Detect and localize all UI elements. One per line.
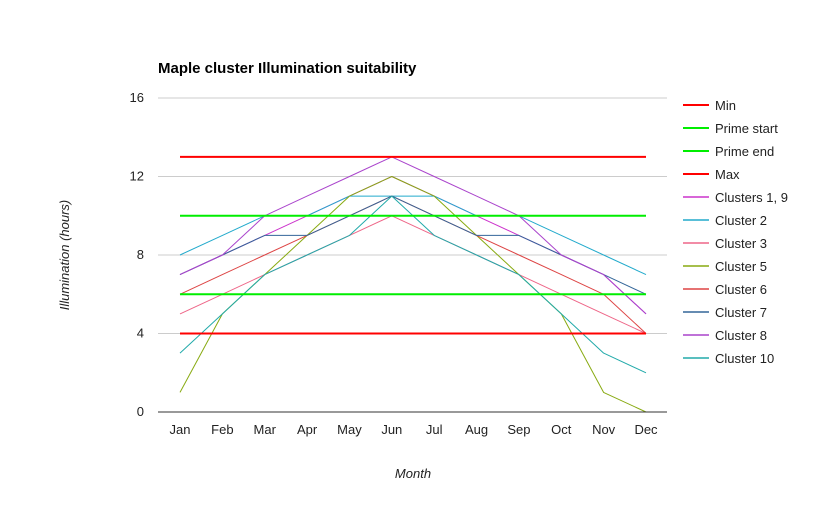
- legend-label: Min: [715, 98, 736, 113]
- legend-label: Cluster 3: [715, 236, 767, 251]
- series-line-clusters-1-9: [179, 176, 647, 315]
- x-tick-label: Apr: [297, 422, 318, 437]
- y-tick-label: 16: [130, 90, 144, 105]
- x-axis-ticks: Jan Feb Mar Apr May Jun Jul Aug Sep Oct Nov Dec: [170, 422, 659, 437]
- legend: Min Prime start Prime end Max Clusters 1, 9 C…: [683, 98, 788, 366]
- series-line-cluster-2: [179, 195, 647, 276]
- legend-label: Cluster 2: [715, 213, 767, 228]
- x-tick-label: Sep: [507, 422, 530, 437]
- series-line-cluster-3: [179, 215, 647, 334]
- legend-item: Cluster 2: [683, 213, 767, 228]
- y-tick-label: 4: [137, 326, 144, 341]
- x-tick-label: Feb: [211, 422, 233, 437]
- legend-item: Min: [683, 98, 736, 113]
- legend-item: Max: [683, 167, 740, 182]
- x-tick-label: May: [337, 422, 362, 437]
- y-tick-label: 12: [130, 169, 144, 184]
- x-tick-label: Jul: [426, 422, 443, 437]
- legend-label: Prime start: [715, 121, 778, 136]
- x-tick-label: Jun: [381, 422, 402, 437]
- legend-label: Max: [715, 167, 740, 182]
- legend-label: Cluster 5: [715, 259, 767, 274]
- series-line-cluster-7: [179, 195, 647, 295]
- x-tick-label: Mar: [254, 422, 277, 437]
- series-lines: [179, 155, 647, 413]
- legend-label: Prime end: [715, 144, 774, 159]
- legend-label: Clusters 1, 9: [715, 190, 788, 205]
- y-tick-label: 8: [137, 247, 144, 262]
- x-tick-label: Dec: [634, 422, 658, 437]
- legend-item: Cluster 7: [683, 305, 767, 320]
- legend-item: Cluster 8: [683, 328, 767, 343]
- legend-item: Cluster 10: [683, 351, 774, 366]
- y-tick-label: 0: [137, 404, 144, 419]
- legend-item: Prime start: [683, 121, 778, 136]
- legend-item: Cluster 6: [683, 282, 767, 297]
- series-line-cluster-8: [179, 156, 647, 315]
- legend-label: Cluster 8: [715, 328, 767, 343]
- legend-label: Cluster 10: [715, 351, 774, 366]
- y-axis-ticks: 0 4 8 12 16: [130, 90, 144, 419]
- legend-item: Clusters 1, 9: [683, 190, 788, 205]
- chart-title: Maple cluster Illumination suitability: [158, 60, 417, 77]
- legend-item: Prime end: [683, 144, 774, 159]
- y-axis-title: Illumination (hours): [57, 200, 72, 311]
- x-tick-label: Nov: [592, 422, 616, 437]
- legend-label: Cluster 7: [715, 305, 767, 320]
- legend-item: Cluster 5: [683, 259, 767, 274]
- x-axis-title: Month: [395, 466, 431, 481]
- x-tick-label: Aug: [465, 422, 488, 437]
- legend-label: Cluster 6: [715, 282, 767, 297]
- x-tick-label: Jan: [170, 422, 191, 437]
- x-tick-label: Oct: [551, 422, 572, 437]
- legend-item: Cluster 3: [683, 236, 767, 251]
